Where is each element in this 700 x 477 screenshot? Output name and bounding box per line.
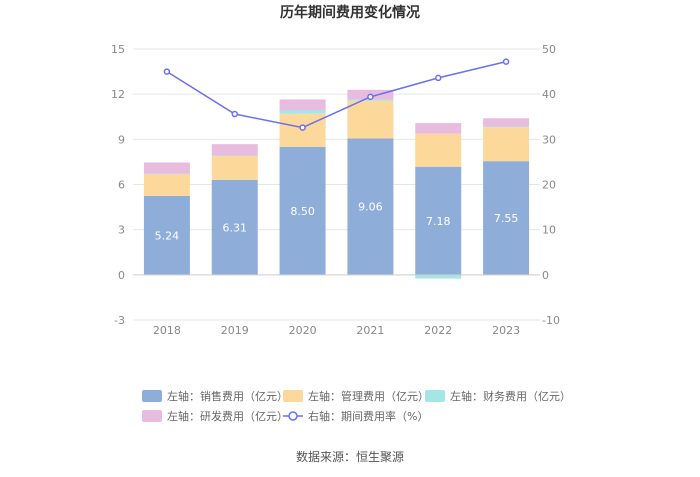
right-axis-tick-label: 0 — [542, 269, 549, 282]
legend-label: 左轴：销售费用（亿元） — [167, 389, 288, 403]
legend-swatch — [142, 390, 162, 402]
bar-segment — [415, 166, 462, 275]
bar-segment — [347, 138, 394, 275]
right-axis-tick-label: 20 — [542, 179, 556, 192]
x-axis-tick-label: 2021 — [356, 324, 384, 337]
x-axis-tick-label: 2020 — [289, 324, 317, 337]
bar-segment — [211, 155, 258, 156]
line-layer — [163, 58, 510, 131]
rate-point — [163, 68, 171, 75]
rate-point — [299, 124, 306, 131]
bar-segment — [483, 126, 530, 128]
bar-segment — [347, 100, 394, 139]
left-axis-tick-label: 9 — [118, 133, 125, 146]
bar-segment — [143, 174, 190, 196]
legend-label: 左轴：财务费用（亿元） — [450, 389, 571, 403]
legend-label: 左轴：研发费用（亿元） — [167, 409, 288, 423]
bar-segment — [279, 109, 326, 114]
rate-point — [502, 58, 510, 65]
left-axis-tick-label: 3 — [118, 224, 125, 237]
grid-layer — [133, 48, 540, 321]
legend-swatch — [142, 410, 162, 422]
source-note: 数据来源：恒生聚源 — [296, 449, 404, 464]
left-axis-tick-label: 12 — [111, 88, 125, 101]
bar-segment — [211, 144, 258, 156]
bar-segment — [415, 123, 462, 134]
right-axis-tick-label: 10 — [542, 224, 556, 237]
bar-data-label: 7.18 — [426, 215, 451, 228]
bar-segment — [415, 133, 462, 167]
bar-data-label: 5.24 — [155, 229, 180, 242]
left-axis-tick-label: 15 — [111, 43, 125, 56]
rate-point — [435, 74, 442, 82]
bar-segment — [347, 99, 394, 101]
bar-segment — [483, 118, 530, 127]
right-axis-tick-label: 40 — [542, 88, 556, 101]
bar-segment — [483, 127, 530, 162]
left-axis-tick-label: 6 — [118, 179, 125, 192]
bar-segment — [279, 146, 326, 275]
x-axis-tick-label: 2018 — [153, 324, 181, 337]
right-axis-tick-label: -10 — [542, 314, 560, 327]
right-axis-tick-label: 30 — [542, 133, 556, 146]
legend-point-swatch — [288, 411, 298, 421]
bar-data-label: 6.31 — [223, 221, 248, 234]
x-axis-tick-label: 2019 — [221, 324, 249, 337]
x-axis-tick-label: 2022 — [424, 324, 452, 337]
legend-swatch — [425, 390, 445, 402]
bar-data-label: 9.06 — [358, 201, 383, 214]
left-axis-tick-label: -3 — [114, 314, 125, 327]
legend-label: 左轴：管理费用（亿元） — [308, 389, 429, 403]
chart-title: 历年期间费用变化情况 — [280, 4, 420, 21]
rate-point — [231, 110, 238, 118]
right-axis-tick-label: 50 — [542, 43, 556, 56]
x-axis-tick-label: 2023 — [492, 324, 520, 337]
bar-segment — [483, 161, 530, 275]
bar-segment — [143, 195, 190, 275]
axis-layer: -3 0 3 6 9 12 15 -10 0 10 20 30 40 50 2018 2019 2020 2021… — [111, 43, 560, 337]
bar-segment — [143, 162, 190, 174]
left-axis-tick-label: 0 — [118, 269, 125, 282]
bar-segment — [211, 179, 258, 275]
bar-segment — [279, 99, 326, 110]
bar-layer — [143, 89, 530, 279]
legend: 左轴：销售费用（亿元） 左轴：管理费用（亿元） 左轴：财务费用（亿元） 左轴：研发费用… — [142, 389, 571, 423]
bar-segment — [415, 274, 462, 279]
rate-point — [367, 93, 374, 101]
rate-line — [166, 60, 507, 129]
bar-data-label: 7.55 — [494, 212, 519, 225]
legend-label: 右轴：期间费用率（%） — [308, 409, 428, 423]
bar-segment — [211, 155, 258, 180]
legend-swatch — [283, 390, 303, 402]
bar-segment — [143, 173, 190, 175]
label-layer: 5.24 6.31 8.50 9.06 7.18 7.55 — [155, 201, 519, 243]
bar-data-label: 8.50 — [290, 205, 315, 218]
